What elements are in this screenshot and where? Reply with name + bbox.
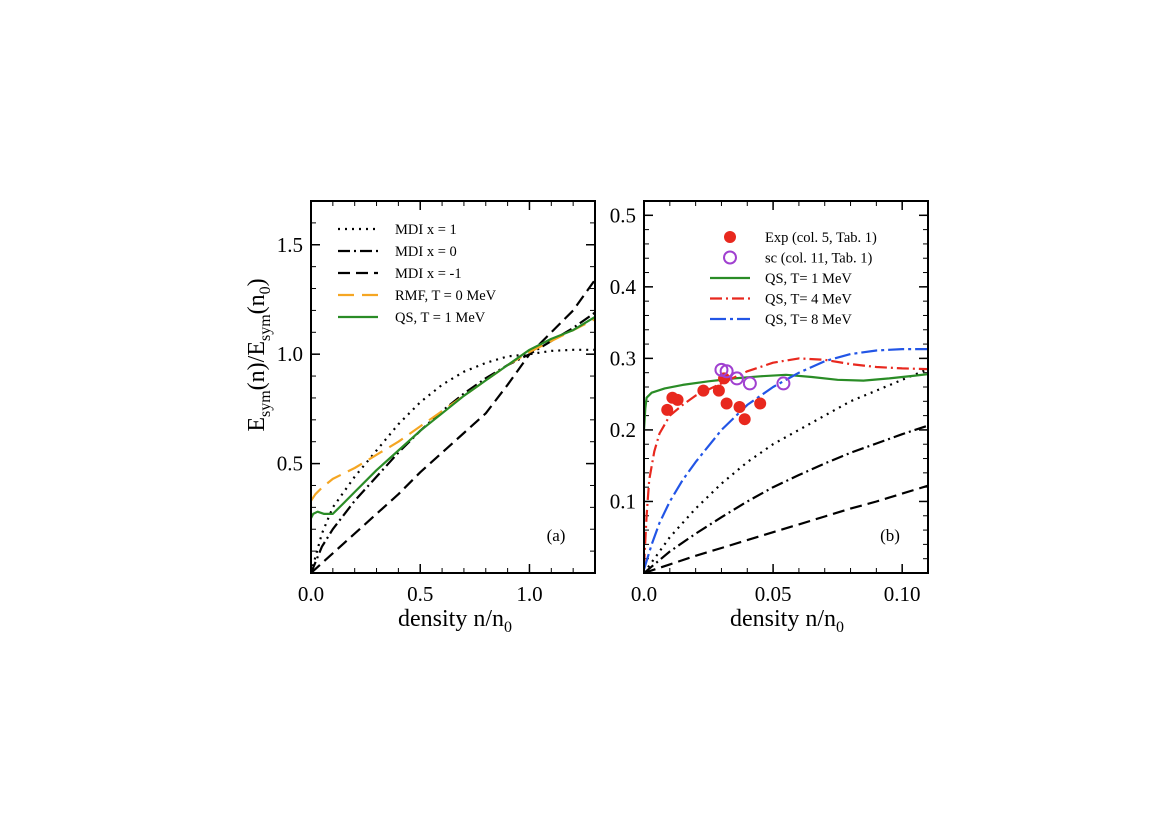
series-line-5	[644, 348, 928, 570]
exp-point	[712, 384, 725, 397]
x-tick-label: 0.0	[298, 582, 324, 606]
exp-point	[733, 401, 746, 414]
panel-a-curves	[311, 279, 595, 573]
panel-b-frame	[643, 200, 929, 574]
y-tick-label: 0.3	[610, 346, 636, 370]
legend-label: QS, T = 1 MeV	[395, 310, 486, 326]
y-tick-label: 0.4	[610, 275, 637, 299]
x-tick-label: 1.0	[516, 582, 542, 606]
sc-point	[742, 376, 757, 391]
legend-label: MDI x = -1	[395, 266, 462, 282]
series-line-3	[644, 373, 928, 430]
panel-a-ticks: 0.0 0.5 1.0 0.5 1.0 1.5	[277, 200, 596, 606]
series-line-2	[644, 484, 928, 573]
panel-a-frame	[310, 200, 596, 574]
series-line-3	[311, 318, 595, 502]
panel-b-xlabel: density n/n0	[730, 606, 844, 636]
exp-point	[697, 384, 710, 397]
y-tick-label: 0.5	[610, 203, 636, 227]
x-tick-label: 0.10	[884, 582, 921, 606]
panel-b-legend: Exp (col. 5, Tab. 1) sc (col. 11, Tab. 1)…	[710, 230, 877, 328]
y-tick-label: 0.1	[610, 489, 636, 513]
legend-label: QS, T= 4 MeV	[765, 292, 852, 308]
panel-a-legend: MDI x = 1 MDI x = 0 MDI x = -1 RMF, T = 0 M…	[338, 222, 497, 326]
panel-b-points	[661, 362, 791, 426]
exp-point	[720, 397, 733, 410]
legend-label: sc (col. 11, Tab. 1)	[765, 251, 872, 267]
sc-point	[719, 364, 734, 379]
sc-point	[776, 376, 791, 391]
panel-b: 0.0 0.05 0.10 0.1 0.2 0.3 0.4 0.5 Exp (col. 5, …	[610, 200, 929, 636]
series-line-1	[644, 424, 928, 573]
exp-point	[671, 393, 684, 406]
panel-a-xlabel: density n/n0	[398, 606, 512, 636]
y-axis-label: Esym(n)/Esym(n0)	[244, 278, 274, 431]
legend-label: QS, T= 1 MeV	[765, 271, 852, 287]
legend-label: MDI x = 0	[395, 244, 457, 260]
exp-point	[738, 413, 751, 426]
y-tick-label: 1.5	[277, 233, 303, 257]
x-tick-label: 0.5	[407, 582, 433, 606]
x-tick-label: 0.05	[755, 582, 792, 606]
y-tick-label: 0.2	[610, 418, 636, 442]
y-tick-label: 0.5	[277, 452, 303, 476]
series-line-1	[311, 311, 595, 573]
panel-a-label: (a)	[547, 526, 566, 545]
series-line-2	[311, 279, 595, 573]
y-tick-label: 1.0	[277, 342, 303, 366]
exp-point	[661, 403, 674, 416]
panel-b-label: (b)	[880, 526, 900, 545]
panel-b-ticks: 0.0 0.05 0.10 0.1 0.2 0.3 0.4 0.5	[610, 200, 929, 606]
series-line-4	[311, 316, 595, 519]
legend-label: QS, T= 8 MeV	[765, 312, 852, 328]
legend-marker	[723, 250, 737, 265]
x-tick-label: 0.0	[631, 582, 657, 606]
legend-label: RMF, T = 0 MeV	[395, 288, 497, 304]
exp-point	[754, 397, 767, 410]
sc-point	[729, 371, 744, 386]
legend-marker	[724, 231, 736, 243]
legend-label: MDI x = 1	[395, 222, 457, 238]
legend-label: Exp (col. 5, Tab. 1)	[765, 230, 877, 246]
